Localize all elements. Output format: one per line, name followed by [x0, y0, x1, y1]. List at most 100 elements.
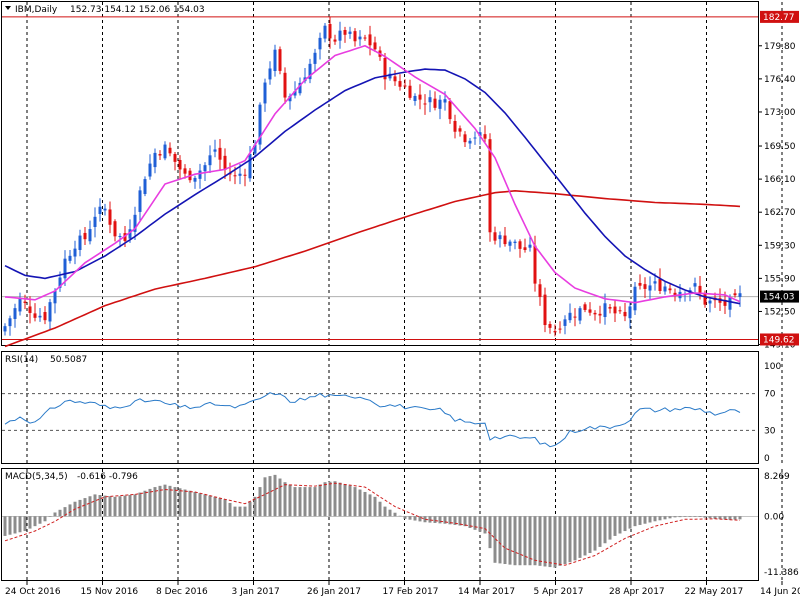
- candle-body: [258, 104, 262, 145]
- macd-bar: [308, 487, 312, 517]
- macd-bar: [123, 495, 127, 517]
- macd-bar: [183, 489, 187, 517]
- macd-bar: [678, 516, 682, 518]
- macd-bar: [58, 509, 62, 517]
- macd-bar: [88, 496, 92, 517]
- macd-bar: [488, 516, 492, 549]
- candle-body: [663, 286, 667, 292]
- macd-bar: [588, 516, 592, 554]
- macd-bar: [353, 487, 357, 517]
- candle-body: [78, 235, 82, 250]
- macd-bar: [138, 492, 142, 517]
- time-tick-label: 17 Feb 2017: [383, 587, 439, 597]
- level-low-label-box: [760, 333, 799, 346]
- candle-body: [13, 308, 17, 319]
- macd-bar: [293, 487, 297, 517]
- macd-bar: [248, 501, 252, 517]
- macd-bar: [388, 509, 392, 517]
- macd-bar: [273, 474, 277, 517]
- candle-body: [463, 134, 467, 143]
- macd-bar: [13, 516, 17, 534]
- candle-body: [133, 214, 137, 232]
- candle-body: [428, 97, 432, 103]
- macd-bar: [503, 516, 507, 565]
- macd-bar: [368, 494, 372, 517]
- macd-bar: [338, 482, 342, 517]
- macd-bar: [538, 516, 542, 566]
- macd-bar: [178, 488, 182, 517]
- macd-bar: [453, 516, 457, 525]
- candle-body: [538, 284, 542, 297]
- price-tick-label: 166.10: [764, 175, 796, 185]
- level-lines: [2, 16, 758, 517]
- candle-body: [738, 293, 742, 297]
- candle-body: [568, 312, 572, 321]
- macd-bar: [513, 516, 517, 566]
- rsi-tick-label: 0: [764, 454, 770, 464]
- candle-body: [233, 175, 237, 177]
- candle-body: [508, 241, 512, 246]
- macd-bar: [268, 476, 272, 517]
- macd-bar: [23, 516, 27, 532]
- candle-body: [383, 57, 387, 80]
- candle-body: [563, 319, 567, 326]
- macd-tick-label: 0.00: [764, 512, 784, 522]
- candle-body: [468, 140, 472, 144]
- macd-bar: [363, 491, 367, 517]
- candle-body: [708, 300, 712, 304]
- macd-bar: [683, 516, 687, 517]
- macd-bar: [288, 484, 292, 517]
- macd-tick-label: -11.386: [764, 568, 799, 578]
- macd-bar: [208, 495, 212, 517]
- candle-body: [588, 309, 592, 313]
- macd-bar: [673, 516, 677, 518]
- rsi-title: RSI(14): [5, 355, 38, 365]
- macd-bar: [428, 516, 432, 523]
- candle-body: [43, 312, 47, 321]
- ma-fast-line: [4, 44, 741, 304]
- candle-body: [528, 244, 532, 248]
- candle-body: [318, 37, 322, 50]
- candle-body: [368, 34, 372, 46]
- rsi-current: 50.5087: [50, 355, 87, 365]
- candle-body: [38, 315, 42, 318]
- candle-body: [728, 297, 732, 310]
- macd-bar: [238, 506, 242, 517]
- time-tick-label: 14 Jun 2017: [760, 587, 800, 597]
- rsi-tick-label: 100: [764, 362, 781, 372]
- macd-bar: [93, 494, 97, 517]
- macd-bar: [148, 488, 152, 517]
- candle-body: [83, 232, 87, 240]
- candle-body: [498, 235, 502, 240]
- candle-body: [8, 318, 12, 327]
- candle-body: [673, 292, 677, 296]
- candle-body: [123, 233, 127, 241]
- time-tick-label: 28 Apr 2017: [609, 587, 665, 597]
- candle-body: [273, 49, 277, 72]
- candle-body: [243, 174, 247, 176]
- candle-body: [53, 290, 57, 304]
- candle-body: [63, 258, 67, 279]
- candle-body: [338, 30, 342, 41]
- candle-body: [218, 147, 222, 160]
- candle-body: [473, 137, 477, 139]
- macd-bar: [18, 516, 22, 533]
- candle-body: [443, 99, 447, 103]
- candle-body: [153, 152, 157, 168]
- candle-body: [113, 221, 117, 237]
- candle-body: [48, 302, 52, 322]
- macd-bar: [113, 496, 117, 517]
- candle-body: [653, 281, 657, 284]
- candle-body: [483, 134, 487, 139]
- macd-bar: [313, 487, 317, 517]
- candle-body: [223, 155, 227, 170]
- candle-body: [513, 241, 517, 244]
- candle-body: [208, 155, 212, 166]
- dropdown-triangle-icon[interactable]: [5, 6, 11, 10]
- candle-body: [478, 132, 482, 137]
- candle-body: [503, 235, 507, 245]
- macd-bar: [118, 496, 122, 517]
- candle-body: [213, 149, 217, 152]
- macd-bar: [528, 516, 532, 566]
